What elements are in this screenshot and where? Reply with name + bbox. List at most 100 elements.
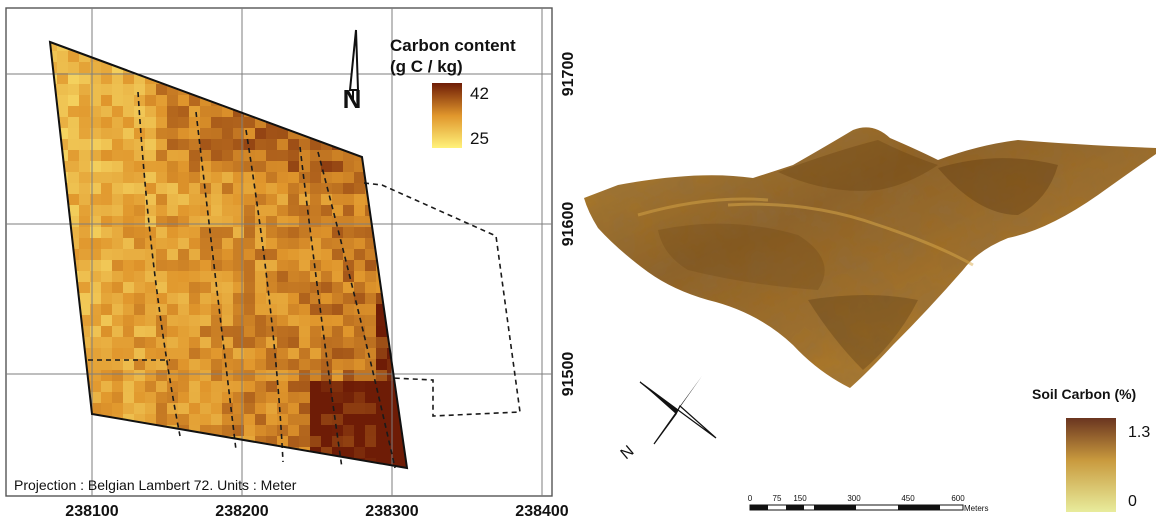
raster-cell (178, 392, 189, 403)
raster-cell (167, 315, 178, 326)
raster-cell (365, 392, 376, 403)
raster-cell (79, 117, 90, 128)
raster-cell (277, 381, 288, 392)
raster-cell (244, 183, 255, 194)
raster-cell (354, 381, 365, 392)
raster-cell (343, 304, 354, 315)
raster-cell (189, 238, 200, 249)
raster-cell (178, 370, 189, 381)
raster-cell (134, 282, 145, 293)
raster-cell (123, 249, 134, 260)
raster-cell (233, 194, 244, 205)
raster-cell (68, 183, 79, 194)
raster-cell (79, 84, 90, 95)
raster-cell (310, 227, 321, 238)
raster-cell (90, 73, 101, 84)
raster-cell (178, 172, 189, 183)
raster-cell (101, 326, 112, 337)
raster-cell (112, 293, 123, 304)
raster-cell (156, 304, 167, 315)
raster-cell (365, 337, 376, 348)
raster-cell (354, 370, 365, 381)
raster-cell (211, 260, 222, 271)
raster-cell (222, 271, 233, 282)
raster-cell (134, 161, 145, 172)
raster-cell (299, 414, 310, 425)
raster-cell (222, 414, 233, 425)
raster-cell (277, 139, 288, 150)
raster-cell (365, 271, 376, 282)
raster-cell (123, 139, 134, 150)
raster-cell (134, 216, 145, 227)
raster-cell (354, 304, 365, 315)
raster-cell (321, 183, 332, 194)
raster-cell (222, 392, 233, 403)
raster-cell (288, 370, 299, 381)
raster-cell (123, 282, 134, 293)
raster-cell (79, 227, 90, 238)
raster-cell (255, 337, 266, 348)
raster-cell (354, 194, 365, 205)
raster-cell (233, 392, 244, 403)
raster-cell (123, 205, 134, 216)
raster-cell (310, 194, 321, 205)
raster-cell (288, 238, 299, 249)
raster-cell (266, 370, 277, 381)
raster-cell (145, 106, 156, 117)
raster-cell (233, 271, 244, 282)
raster-cell (310, 370, 321, 381)
raster-cell (255, 359, 266, 370)
raster-cell (211, 326, 222, 337)
raster-cell (112, 227, 123, 238)
raster-cell (244, 326, 255, 337)
raster-cell (299, 337, 310, 348)
raster-cell (123, 106, 134, 117)
raster-cell (134, 128, 145, 139)
raster-cell (68, 139, 79, 150)
raster-cell (222, 117, 233, 128)
raster-cell (189, 271, 200, 282)
raster-cell (222, 172, 233, 183)
raster-cell (310, 392, 321, 403)
raster-cell (167, 403, 178, 414)
raster-cell (299, 150, 310, 161)
raster-cell (233, 326, 244, 337)
raster-cell (233, 117, 244, 128)
raster-cell (354, 271, 365, 282)
raster-cell (200, 337, 211, 348)
raster-cell (79, 172, 90, 183)
raster-cell (68, 128, 79, 139)
raster-cell (200, 106, 211, 117)
raster-cell (266, 260, 277, 271)
raster-cell (90, 84, 101, 95)
raster-cell (277, 271, 288, 282)
raster-cell (112, 381, 123, 392)
raster-cell (277, 183, 288, 194)
raster-cell (244, 205, 255, 216)
raster-cell (90, 304, 101, 315)
raster-cell (189, 403, 200, 414)
raster-cell (299, 282, 310, 293)
raster-cell (189, 414, 200, 425)
y-tick-label: 91500 (560, 352, 577, 397)
raster-cell (178, 227, 189, 238)
raster-cell (134, 84, 145, 95)
raster-cell (222, 139, 233, 150)
legend-color-ramp (432, 83, 462, 148)
raster-cell (299, 205, 310, 216)
raster-cell (79, 128, 90, 139)
raster-cell (266, 216, 277, 227)
raster-cell (288, 161, 299, 172)
raster-cell (354, 337, 365, 348)
raster-cell (156, 282, 167, 293)
raster-cell (156, 117, 167, 128)
raster-cell (112, 271, 123, 282)
raster-cell (112, 95, 123, 106)
raster-cell (101, 348, 112, 359)
raster-cell (288, 128, 299, 139)
raster-cell (354, 161, 365, 172)
raster-cell (156, 293, 167, 304)
raster-cell (233, 161, 244, 172)
raster-cell (332, 392, 343, 403)
raster-cell (79, 249, 90, 260)
